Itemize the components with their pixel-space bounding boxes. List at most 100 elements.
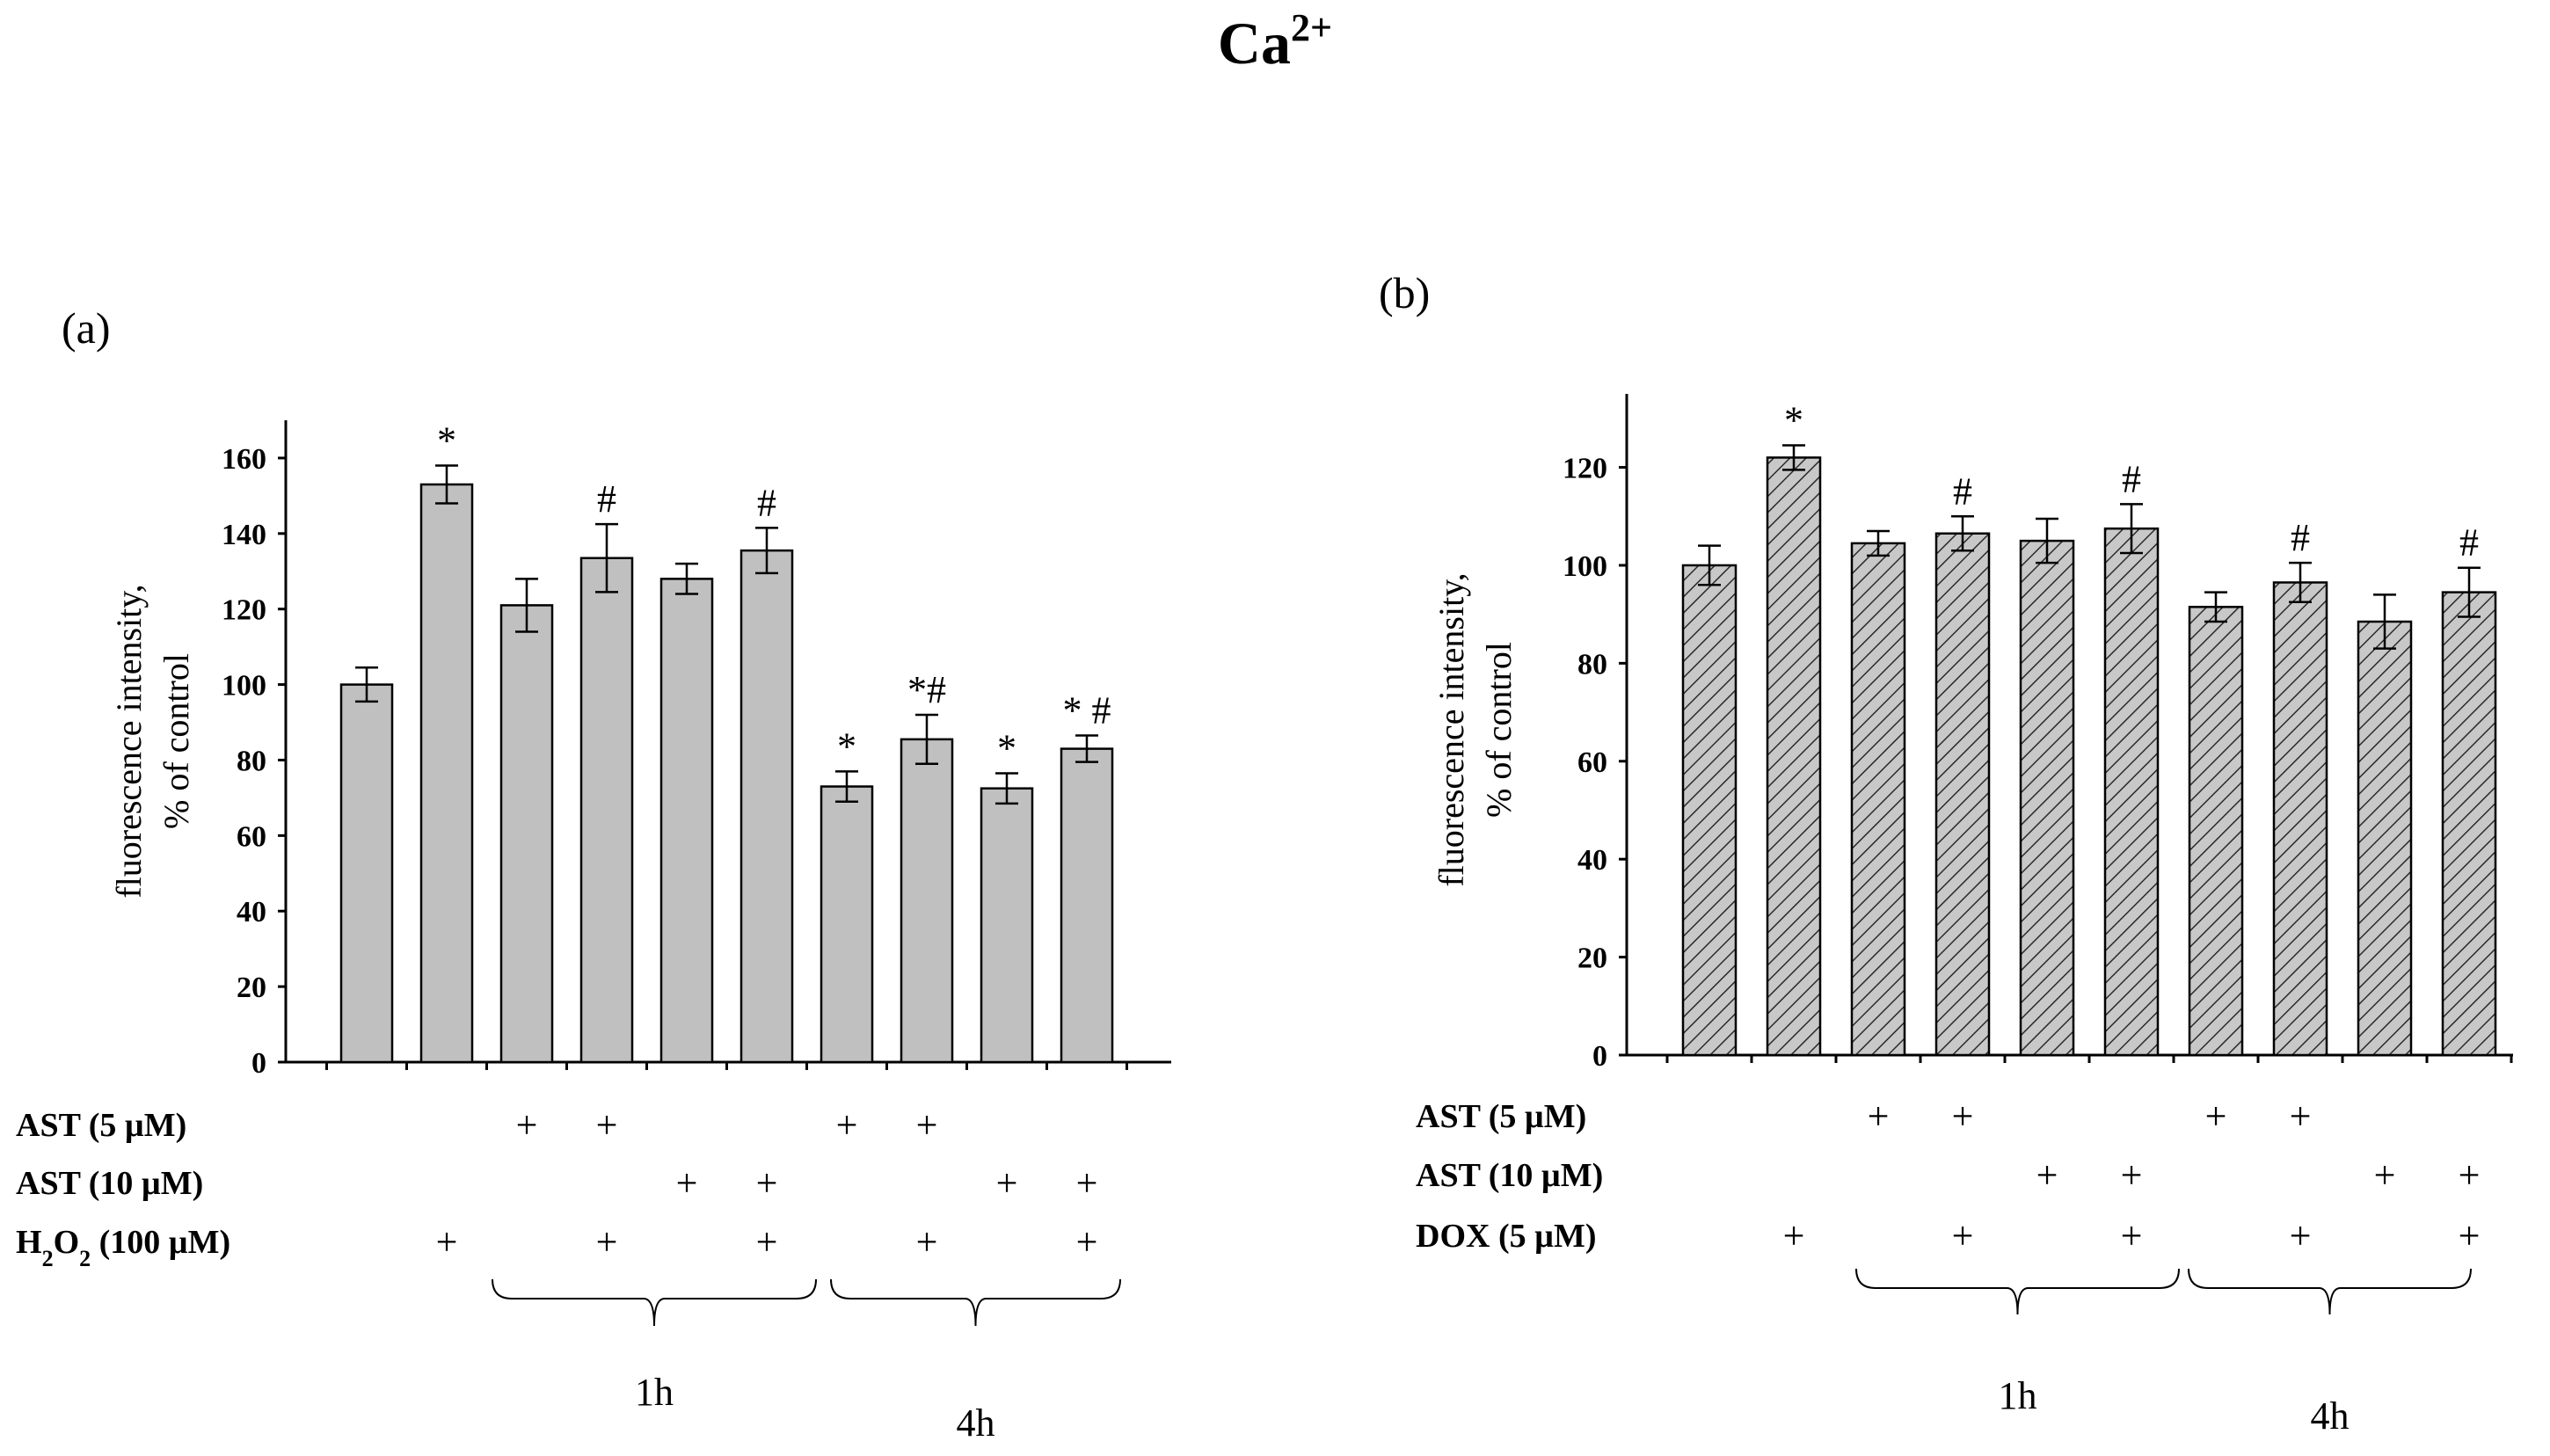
group-label: 1h [635, 1371, 674, 1414]
bar [1850, 542, 1906, 1057]
treatment-plus-mark: + [1868, 1095, 1890, 1138]
bar [2441, 591, 2497, 1057]
y-tick-label: 60 [1577, 746, 1607, 779]
treatment-plus-mark: + [1783, 1214, 1805, 1257]
y-tick-label: 40 [1577, 844, 1607, 877]
significance-label: * # [1063, 689, 1111, 732]
panel-label: (a) [62, 303, 111, 353]
group-label: 1h [1999, 1374, 2037, 1417]
y-tick-label: 140 [222, 519, 266, 551]
bar [659, 578, 714, 1064]
treatment-plus-mark: + [516, 1103, 538, 1147]
treatment-row-label: AST (10 µM) [16, 1165, 203, 1202]
treatment-plus-mark: + [1076, 1220, 1098, 1263]
treatment-plus-mark: + [2121, 1214, 2143, 1257]
figure-title-superscript: 2+ [1291, 6, 1332, 49]
bar [2357, 620, 2413, 1057]
y-tick-label: 0 [1592, 1040, 1607, 1073]
group-label: 4h [2311, 1394, 2350, 1438]
group-brace [1855, 1268, 2180, 1315]
treatment-plus-mark: + [1952, 1095, 1974, 1138]
treatment-plus-mark: + [1076, 1161, 1098, 1205]
significance-label: # [2122, 457, 2141, 500]
treatment-plus-mark: + [756, 1220, 778, 1263]
bar [499, 604, 554, 1064]
significance-label: *# [907, 668, 946, 711]
y-tick-label: 120 [1563, 453, 1607, 485]
y-tick-label: 60 [237, 820, 266, 853]
treatment-plus-mark: + [2459, 1154, 2481, 1197]
bar [579, 557, 634, 1064]
y-axis-title-line2: % of control [157, 653, 196, 829]
treatment-row-label: AST (10 µM) [1416, 1157, 1603, 1194]
treatment-plus-mark: + [1952, 1214, 1974, 1257]
treatment-plus-mark: + [2290, 1095, 2312, 1138]
significance-label: # [757, 481, 776, 524]
bar [2188, 606, 2244, 1057]
treatment-plus-mark: + [436, 1220, 458, 1263]
y-tick-label: 80 [237, 745, 266, 777]
y-tick-label: 20 [1577, 943, 1607, 975]
significance-label: * [837, 724, 856, 768]
y-tick-label: 80 [1577, 648, 1607, 681]
bar [980, 787, 1034, 1064]
panel-label: (b) [1379, 268, 1430, 317]
y-axis-title-line1: fluorescence intensity, [109, 584, 149, 898]
bar [820, 785, 874, 1064]
y-tick-label: 100 [1563, 550, 1607, 583]
treatment-plus-mark: + [916, 1103, 938, 1147]
group-brace [492, 1278, 817, 1327]
group-label: 4h [957, 1401, 995, 1445]
group-brace [2188, 1268, 2472, 1315]
panel-b-chart: (b) fluorescence intensity,% of control 0 2… [1379, 268, 2513, 1438]
treatment-plus-mark: + [2121, 1154, 2143, 1197]
bar [1766, 456, 1822, 1057]
bar [1060, 747, 1114, 1064]
treatment-plus-mark: + [596, 1103, 618, 1147]
y-tick-label: 160 [222, 443, 266, 476]
treatment-plus-mark: + [916, 1220, 938, 1263]
y-tick-label: 20 [237, 972, 266, 1004]
y-axis-title-line2: % of control [1479, 642, 1519, 818]
y-tick-label: 100 [222, 670, 266, 703]
y-tick-label: 40 [237, 896, 266, 928]
bar [2019, 539, 2075, 1057]
bar [2103, 527, 2160, 1057]
treatment-plus-mark: + [756, 1161, 778, 1205]
significance-label: # [2291, 516, 2310, 559]
treatment-plus-mark: + [2374, 1154, 2396, 1197]
panel-a-chart: (a) fluorescence intensity,% of control 0 2… [16, 303, 1171, 1445]
significance-label: # [1953, 470, 1972, 513]
bar [1934, 532, 1991, 1057]
treatment-plus-mark: + [2290, 1214, 2312, 1257]
bar [740, 549, 794, 1064]
significance-label: * [997, 727, 1016, 770]
treatment-plus-mark: + [836, 1103, 858, 1147]
treatment-plus-mark: + [2036, 1154, 2058, 1197]
bar [2272, 581, 2328, 1057]
treatment-plus-mark: + [2205, 1095, 2227, 1138]
treatment-plus-mark: + [676, 1161, 698, 1205]
bar [339, 683, 394, 1064]
significance-label: # [2459, 521, 2479, 564]
treatment-plus-mark: + [996, 1161, 1018, 1205]
treatment-row-label: DOX (5 µM) [1416, 1218, 1597, 1255]
y-tick-label: 0 [251, 1047, 266, 1080]
figure-title: Ca2+ [1218, 6, 1332, 76]
treatment-plus-mark: + [2459, 1214, 2481, 1257]
significance-label: * [437, 419, 456, 462]
treatment-row-label: AST (5 µM) [16, 1107, 186, 1144]
figure-title-main: Ca [1218, 10, 1291, 76]
bar [419, 483, 474, 1064]
bar [1681, 564, 1738, 1057]
significance-label: * [1784, 398, 1803, 441]
treatment-row-label: H2O2 (100 µM) [16, 1224, 230, 1271]
y-axis-title-line1: fluorescence intensity, [1432, 572, 1471, 886]
treatment-plus-mark: + [596, 1220, 618, 1263]
bar [900, 738, 954, 1064]
significance-label: # [597, 477, 616, 521]
group-brace [830, 1278, 1121, 1327]
y-tick-label: 120 [222, 594, 266, 627]
treatment-row-label: AST (5 µM) [1416, 1098, 1586, 1135]
